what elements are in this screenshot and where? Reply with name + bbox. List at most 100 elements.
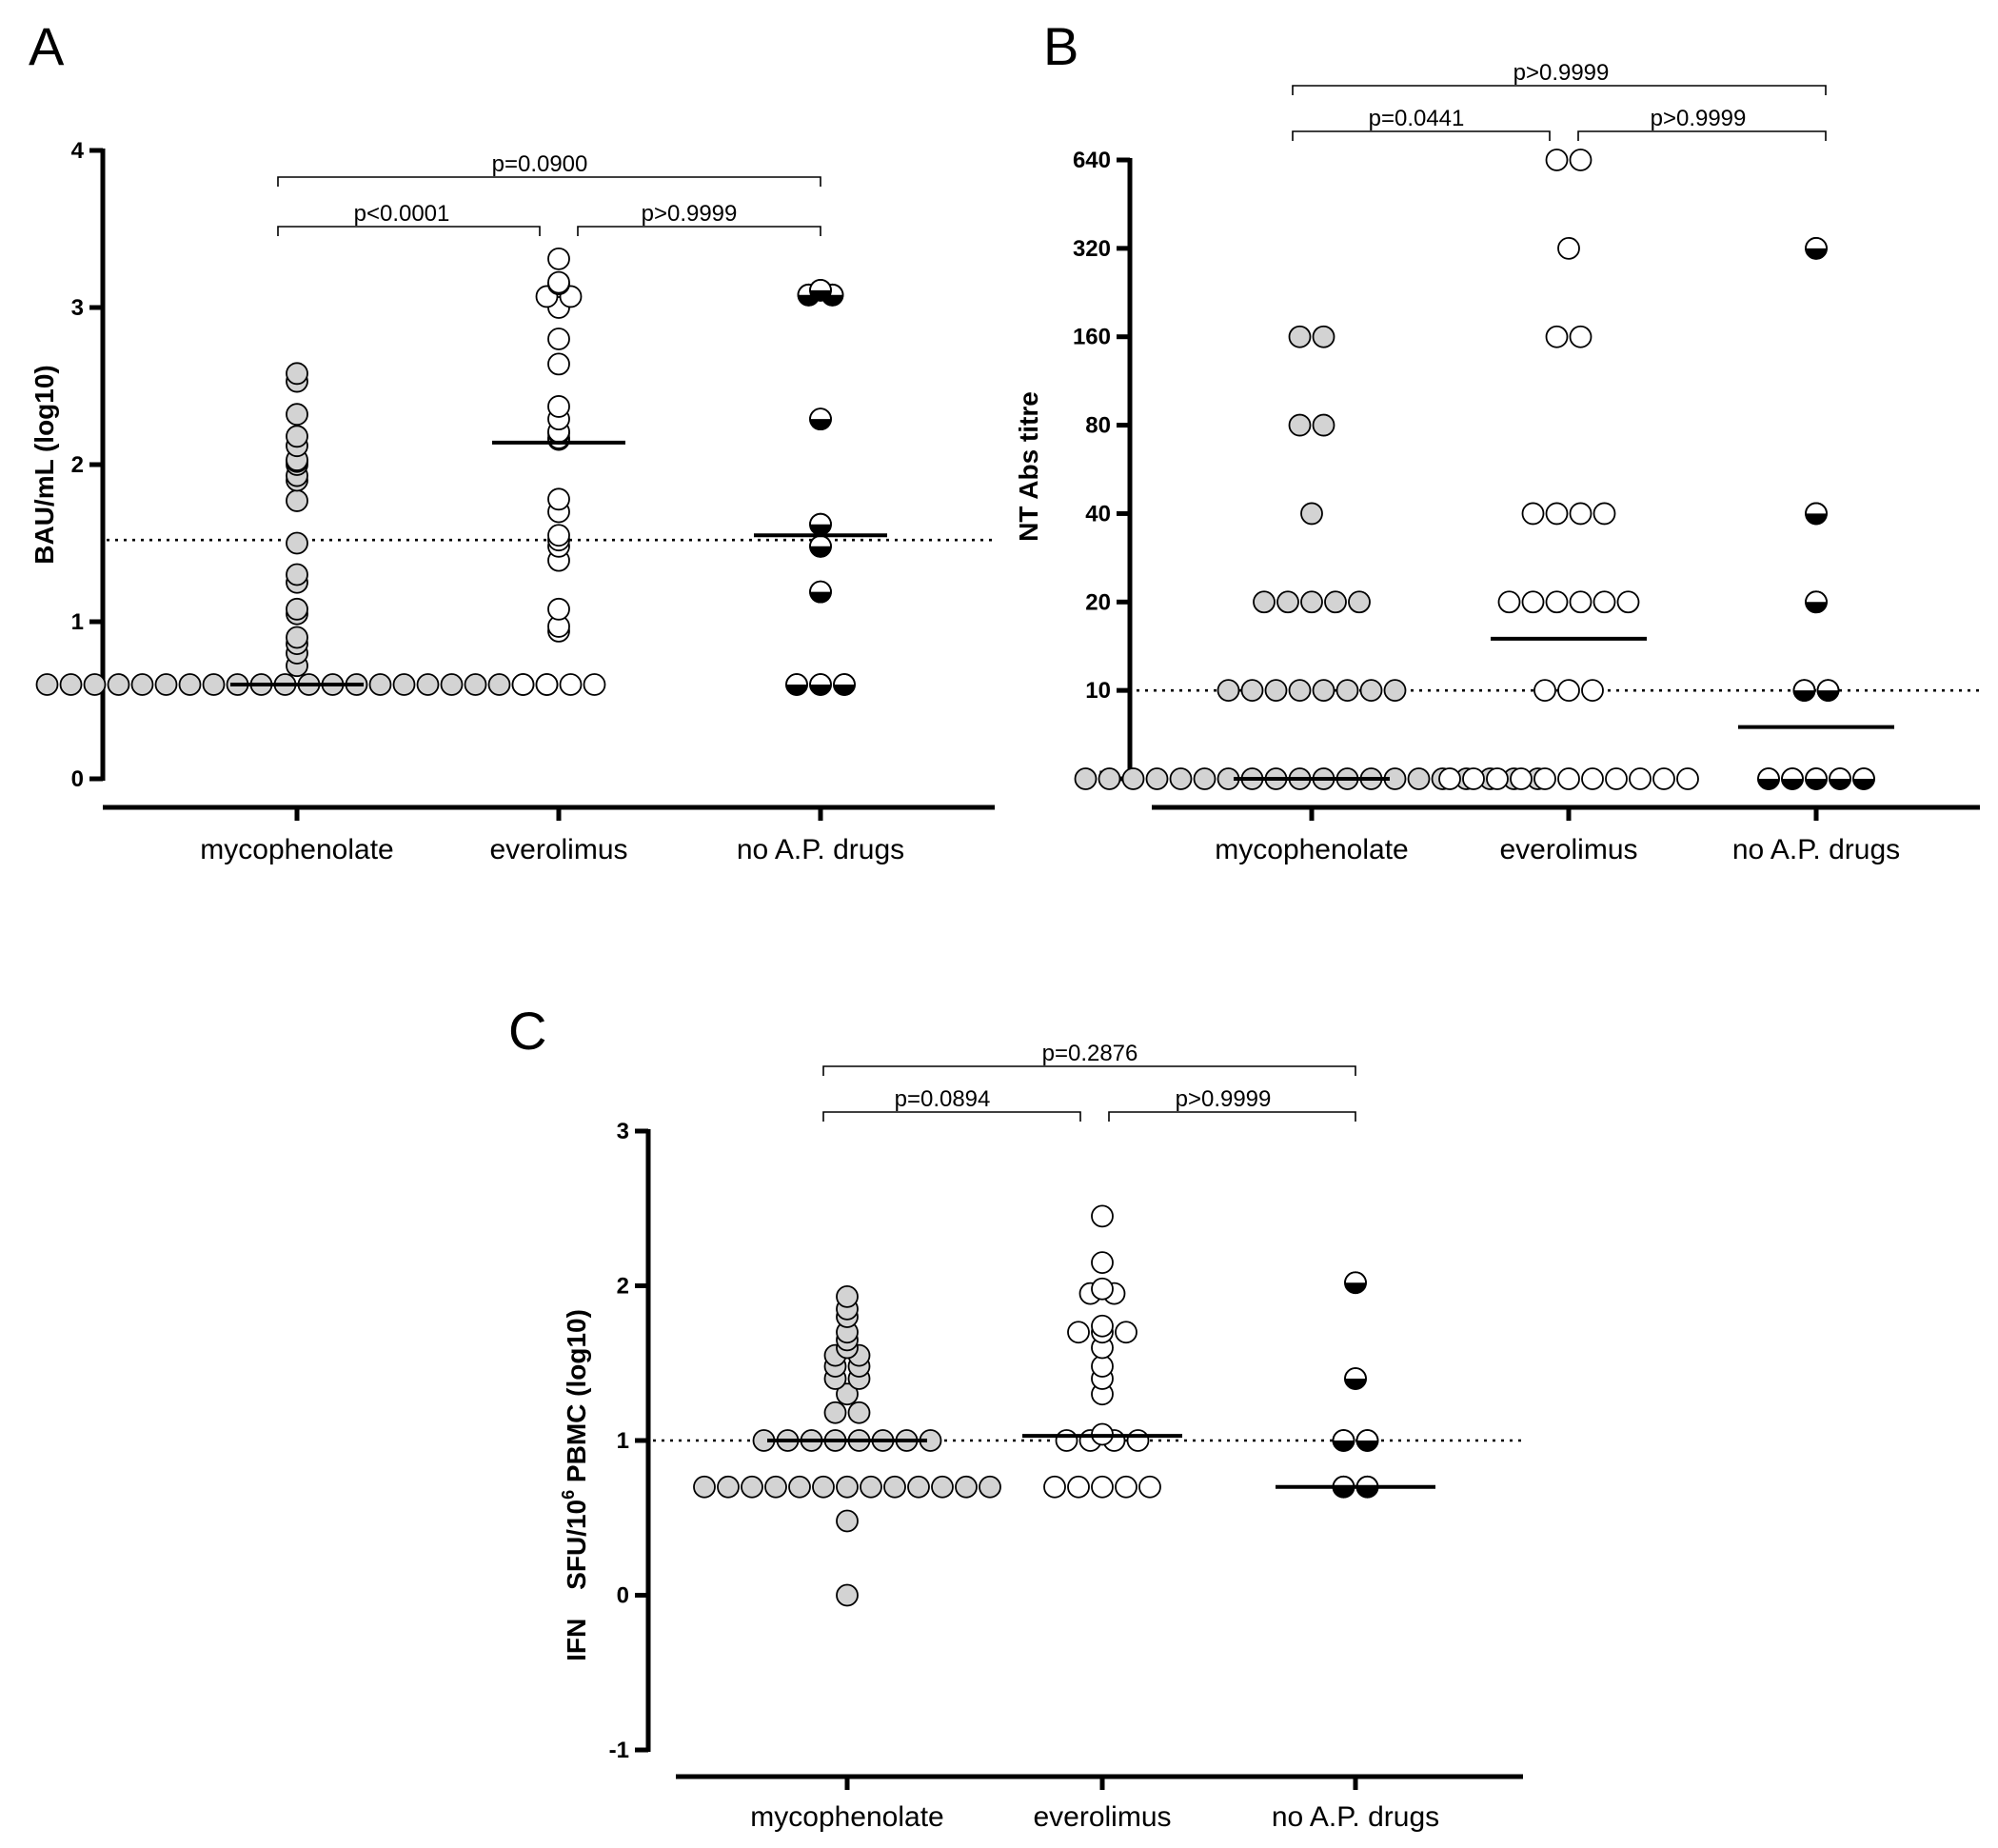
point-bottom — [1356, 1486, 1378, 1498]
data-point — [1629, 767, 1652, 790]
data-point — [836, 1583, 859, 1607]
group-no-a-p-drugs — [1276, 1271, 1435, 1499]
data-point — [1043, 1475, 1066, 1499]
data-point — [1312, 679, 1335, 703]
y-axis-label: BAU/mL (log10) — [30, 365, 59, 565]
point-bottom — [1345, 1282, 1366, 1294]
data-point — [1652, 767, 1675, 790]
data-point — [1605, 767, 1628, 790]
point-bottom — [1345, 1379, 1366, 1389]
point-outline — [809, 673, 832, 696]
data-point — [1805, 767, 1828, 790]
data-point — [764, 1475, 787, 1499]
comparison-bracket: p>0.9999 — [577, 201, 821, 236]
data-point — [1829, 767, 1851, 790]
data-point — [1312, 413, 1335, 437]
point-outline — [809, 580, 832, 604]
point-outline — [1852, 767, 1875, 790]
point-bottom — [810, 289, 831, 301]
p-value-label: p>0.9999 — [642, 201, 738, 227]
y-tick-label: 80 — [1085, 413, 1111, 439]
panel-letter: C — [508, 1001, 546, 1061]
data-point — [1545, 149, 1569, 171]
data-point — [812, 1475, 835, 1499]
data-point — [1757, 767, 1780, 790]
data-point — [1569, 502, 1592, 526]
bracket-line — [1577, 130, 1827, 141]
point-bottom — [1333, 1486, 1355, 1498]
point-bottom — [1806, 602, 1827, 613]
y-axis-label: NT Abs titre — [1014, 391, 1043, 542]
point-bottom — [810, 546, 831, 557]
data-point — [547, 247, 570, 270]
data-point — [836, 1475, 859, 1499]
comparison-bracket: p<0.0001 — [277, 201, 541, 236]
data-point — [1332, 1429, 1355, 1452]
point-bottom — [1356, 1441, 1378, 1451]
data-point — [1145, 767, 1169, 790]
point-bottom — [1806, 248, 1827, 259]
data-point — [1438, 767, 1461, 790]
data-point — [809, 534, 832, 558]
data-point — [1126, 1429, 1150, 1452]
data-point — [1288, 679, 1312, 703]
data-point — [788, 1475, 811, 1499]
p-value-label: p<0.0001 — [354, 201, 450, 227]
data-point — [547, 597, 570, 621]
data-point — [785, 673, 808, 696]
point-bottom — [1806, 513, 1827, 525]
bracket-line — [1292, 85, 1827, 95]
data-point — [883, 1475, 906, 1499]
x-tick-label: no A.P. drugs — [737, 834, 904, 865]
group-no-a-p-drugs — [1738, 236, 1894, 790]
point-bottom — [1806, 779, 1827, 789]
y-tick-label: 320 — [1073, 236, 1111, 262]
bracket-line — [822, 1111, 1081, 1122]
data-point — [286, 403, 308, 427]
point-bottom — [1853, 779, 1874, 789]
point-outline — [1757, 767, 1780, 790]
data-point — [535, 673, 559, 696]
data-point — [1462, 767, 1485, 790]
data-point — [836, 1382, 859, 1406]
data-point — [1193, 767, 1217, 790]
point-outline — [1805, 590, 1828, 614]
point-outline — [1781, 767, 1804, 790]
comparison-bracket: p=0.0441 — [1292, 106, 1551, 141]
data-point — [1091, 1277, 1114, 1301]
data-point — [1581, 679, 1604, 703]
data-point — [547, 524, 570, 547]
y-tick-label: 3 — [71, 295, 84, 321]
data-point — [1300, 590, 1323, 614]
data-point — [547, 395, 570, 418]
data-point — [1359, 679, 1383, 703]
p-value-label: p>0.9999 — [1176, 1086, 1272, 1112]
group-everolimus — [1438, 149, 1699, 790]
data-point — [1557, 236, 1580, 260]
data-point — [547, 328, 570, 350]
point-outline — [1805, 767, 1828, 790]
point-bottom — [810, 685, 831, 695]
data-point — [1091, 1475, 1114, 1499]
data-point — [547, 487, 570, 511]
point-outline — [1344, 1271, 1367, 1295]
y-axis-label-prefix: IFN — [562, 1619, 591, 1661]
y-tick-label: 3 — [617, 1119, 629, 1144]
panel-letter: A — [29, 16, 65, 76]
bracket-line — [822, 1065, 1356, 1076]
x-tick-label: everolimus — [1499, 834, 1637, 865]
y-tick-label: -1 — [609, 1738, 629, 1763]
data-point — [1344, 1271, 1367, 1295]
data-point — [809, 580, 832, 604]
data-point — [1091, 1251, 1114, 1275]
group-mycophenolate — [35, 362, 559, 696]
bracket-line — [277, 176, 821, 187]
p-value-label: p>0.9999 — [1513, 60, 1610, 86]
data-point — [1138, 1475, 1161, 1499]
data-point — [1217, 679, 1240, 703]
data-point — [1545, 502, 1569, 526]
y-tick-label: 2 — [71, 452, 84, 478]
comparison-bracket: p=0.0900 — [277, 151, 821, 187]
point-outline — [1816, 679, 1840, 703]
data-point — [83, 673, 107, 696]
